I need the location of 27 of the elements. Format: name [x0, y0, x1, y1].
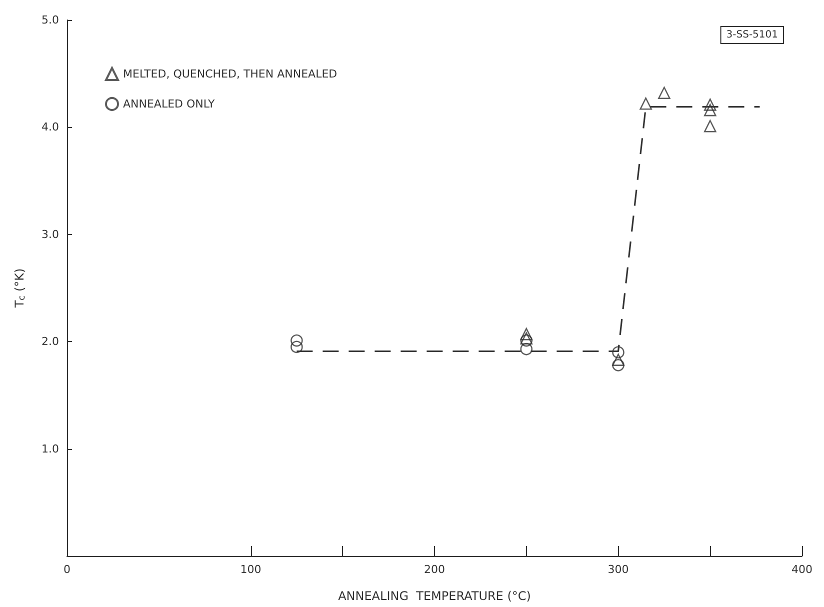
x-axis-title: ANNEALING TEMPERATURE (°C) — [338, 589, 531, 603]
x-tick-label: 400 — [792, 563, 812, 576]
x-tick-label: 0 — [64, 563, 70, 576]
point — [658, 86, 670, 100]
point — [704, 120, 716, 132]
y-tick-label: 5.0 — [42, 14, 59, 26]
point — [612, 354, 624, 366]
annotation: 3-SS-5101 — [726, 30, 778, 40]
legend-label: ANNEALED ONLY — [123, 98, 216, 110]
point — [520, 342, 533, 356]
y-tick-label: 3.0 — [42, 228, 59, 241]
x-tick-label: 200 — [424, 563, 445, 576]
point — [640, 97, 652, 110]
point — [290, 334, 303, 347]
x-tick-label: 100 — [240, 563, 262, 576]
point — [290, 340, 303, 354]
point — [520, 328, 533, 340]
point — [704, 104, 716, 116]
y-tick-label: 2.0 — [42, 335, 59, 348]
point — [704, 98, 716, 111]
x-tick-label: 300 — [608, 563, 629, 576]
legend-label: MELTED, QUENCHED, THEN ANNEALED — [123, 68, 338, 80]
y-axis-title: Tc (°K) — [12, 268, 28, 309]
y-tick-label: 4.0 — [42, 120, 59, 134]
point — [612, 359, 624, 372]
y-tick-label: 1.0 — [42, 442, 59, 456]
point — [612, 346, 624, 358]
